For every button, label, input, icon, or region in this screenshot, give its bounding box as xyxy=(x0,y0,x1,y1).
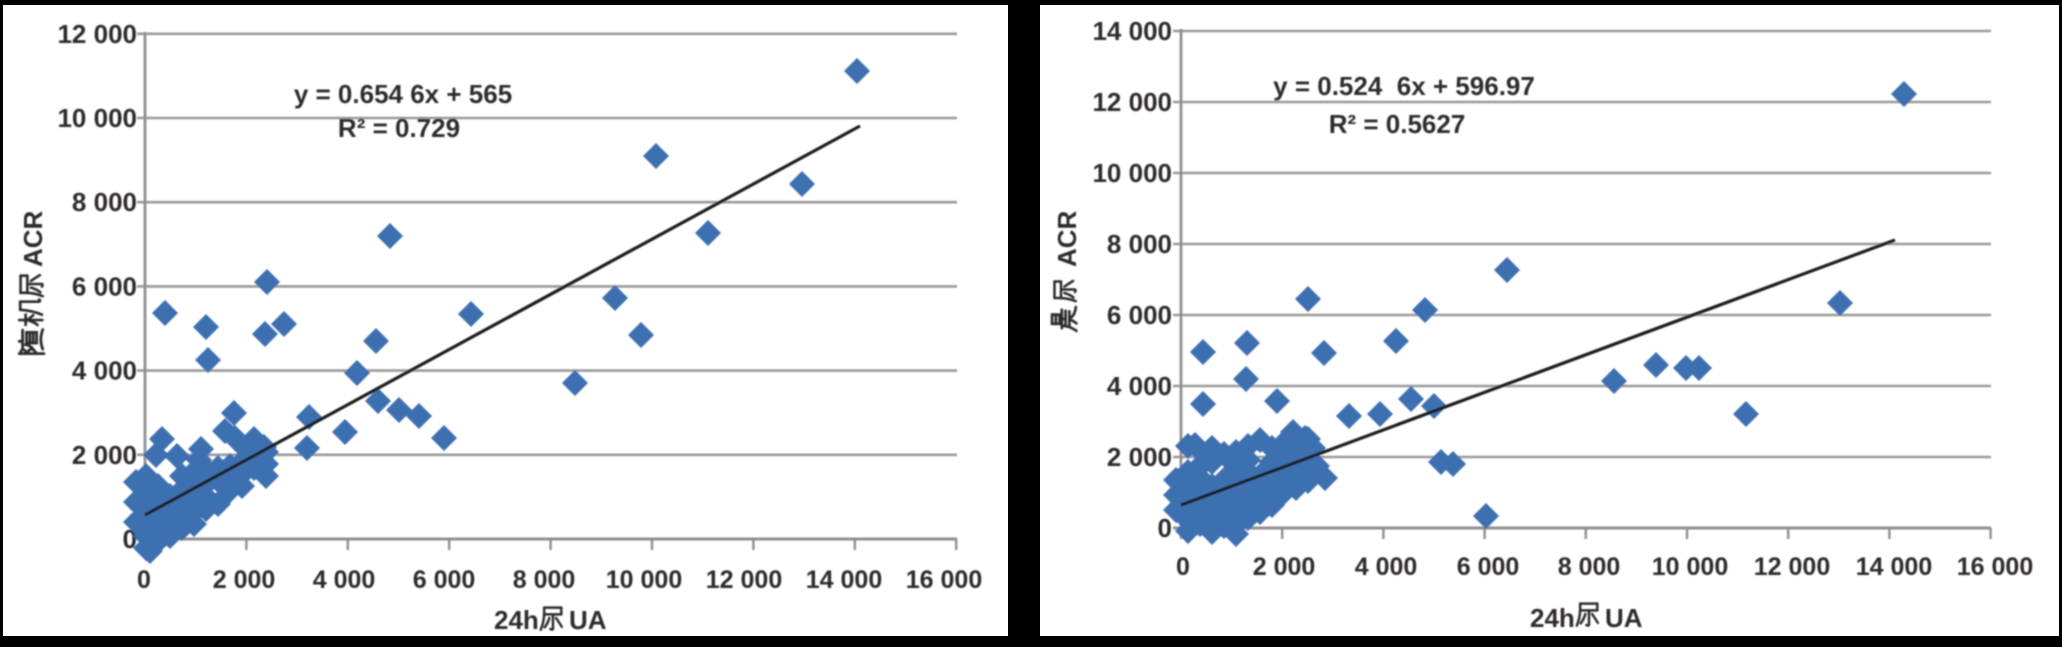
svg-text:14 000: 14 000 xyxy=(806,566,882,594)
svg-text:6 000: 6 000 xyxy=(413,566,476,594)
svg-text:2 000: 2 000 xyxy=(213,566,276,594)
svg-text:10 000: 10 000 xyxy=(1652,553,1728,581)
svg-text:10 000: 10 000 xyxy=(606,566,682,594)
svg-text:0: 0 xyxy=(1176,553,1190,581)
svg-text:10 000: 10 000 xyxy=(1092,158,1172,188)
svg-text:8 000: 8 000 xyxy=(1558,553,1621,581)
svg-text:16 000: 16 000 xyxy=(906,566,982,594)
svg-text:8 000: 8 000 xyxy=(72,187,137,217)
svg-text:2 000: 2 000 xyxy=(1107,442,1172,472)
svg-text:14 000: 14 000 xyxy=(1092,16,1172,46)
svg-text:4 000: 4 000 xyxy=(313,566,376,594)
svg-text:4 000: 4 000 xyxy=(72,356,137,386)
svg-text:0: 0 xyxy=(1158,513,1172,543)
svg-text:12 000: 12 000 xyxy=(1092,87,1172,117)
svg-text:ACR: ACR xyxy=(1052,210,1082,267)
svg-text:8 000: 8 000 xyxy=(513,566,576,594)
svg-text:4 000: 4 000 xyxy=(1355,553,1418,581)
svg-text:12 000: 12 000 xyxy=(1754,553,1830,581)
svg-text:12 000: 12 000 xyxy=(706,566,782,594)
svg-text:4 000: 4 000 xyxy=(1107,371,1172,401)
svg-text:2 000: 2 000 xyxy=(1253,553,1316,581)
svg-text:y = 0.524 6x + 596.97: y = 0.524 6x + 596.97 xyxy=(1273,71,1535,101)
svg-text:ACR: ACR xyxy=(18,210,48,267)
svg-text:10 000: 10 000 xyxy=(57,103,137,133)
svg-text:6 000: 6 000 xyxy=(1107,300,1172,330)
svg-text:24h: 24h xyxy=(1530,603,1575,633)
svg-text:2 000: 2 000 xyxy=(72,440,137,470)
svg-text:R² = 0.729: R² = 0.729 xyxy=(338,113,460,143)
svg-text:y = 0.654 6x + 565: y = 0.654 6x + 565 xyxy=(294,79,512,109)
svg-text:UA: UA xyxy=(569,605,607,635)
svg-text:14 000: 14 000 xyxy=(1856,553,1932,581)
svg-text:6 000: 6 000 xyxy=(1457,553,1520,581)
svg-text:6 000: 6 000 xyxy=(72,271,137,301)
svg-text:8 000: 8 000 xyxy=(1107,229,1172,259)
svg-text:12 000: 12 000 xyxy=(57,19,137,49)
svg-text:UA: UA xyxy=(1605,603,1643,633)
svg-text:16 000: 16 000 xyxy=(1957,553,2033,581)
svg-text:0: 0 xyxy=(137,566,151,594)
svg-text:24h: 24h xyxy=(494,605,539,635)
svg-text:R² = 0.5627: R² = 0.5627 xyxy=(1329,109,1466,139)
